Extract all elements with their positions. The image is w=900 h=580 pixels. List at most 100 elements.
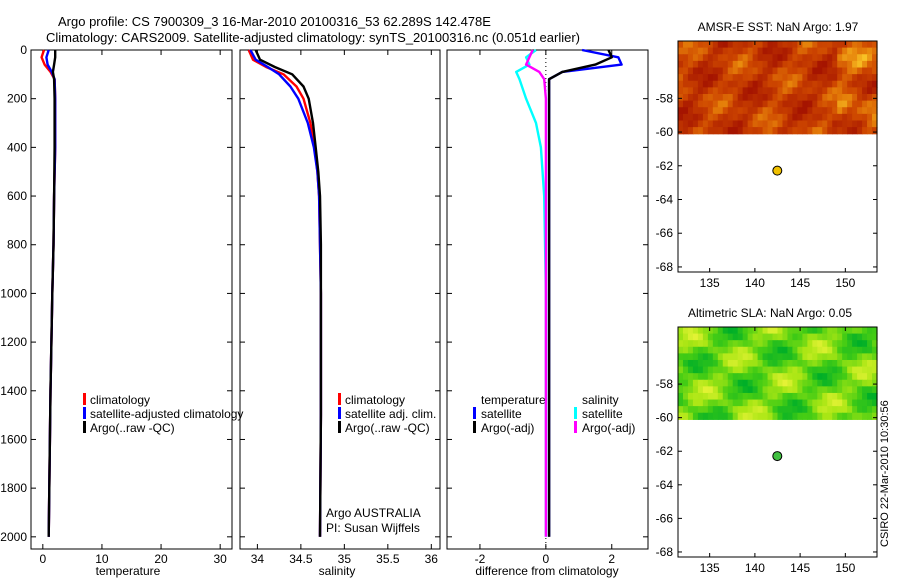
field-cell [847,60,853,69]
field-cell [797,340,803,348]
field-cell [742,359,749,368]
field-cell [737,333,744,341]
field-cell [847,74,853,82]
argo-float-marker [772,165,783,176]
field-cell [782,54,789,62]
field-cell [812,54,818,62]
field-cell [752,366,759,374]
field-cell [857,353,863,361]
field-cell [697,346,704,354]
field-cell [792,107,798,115]
field-cell [762,327,769,335]
field-cell [767,346,774,354]
field-cell [722,87,729,95]
field-cell [757,127,764,135]
field-cell [862,366,868,374]
field-cell [792,74,798,82]
y-tick-label: -60 [656,411,674,425]
field-cell [822,399,828,407]
field-cell [712,127,719,135]
field-cell [862,412,868,420]
field-cell [707,93,714,102]
field-cell [847,87,853,95]
field-cell [827,120,833,128]
field-cell [787,366,794,374]
field-cell [802,333,808,341]
field-cell [782,399,789,407]
field-cell [742,74,749,82]
field-cell [862,113,868,122]
field-cell [787,100,794,108]
field-cell [692,87,699,95]
field-cell [687,346,694,354]
field-cell [792,366,798,374]
field-cell [702,93,709,102]
field-cell [817,87,823,95]
field-cell [862,67,868,75]
field-cell [712,366,719,374]
field-cell [847,107,853,115]
field-cell [802,386,808,394]
field-cell [817,93,823,102]
field-cell [697,74,704,82]
field-cell [717,120,724,128]
field-cell [757,120,764,128]
field-cell [777,74,784,82]
field-cell [687,67,694,75]
field-cell [777,107,784,115]
field-cell [692,80,699,88]
field-cell [678,41,684,49]
field-cell [807,399,813,407]
field-cell [862,346,868,354]
field-cell [692,100,699,108]
field-cell [862,399,868,407]
field-cell [727,54,734,62]
field-cell [707,54,714,62]
field-cell [707,406,714,414]
field-cell [842,373,848,381]
field-cell [847,353,853,361]
field-cell [802,399,808,407]
field-cell [678,379,684,387]
field-cell [787,47,794,55]
series-line-argo-raw-qc- [254,49,323,537]
field-cell [807,366,813,374]
field-cell [822,379,828,387]
field-cell [697,373,704,381]
field-cell [837,74,843,82]
field-cell [697,392,704,401]
field-cell [717,333,724,341]
field-cell [852,346,858,354]
legend-swatch-argo [83,421,86,433]
field-cell [737,392,744,401]
field-cell [707,67,714,75]
field-cell [767,54,774,62]
field-cell [862,80,868,88]
legend-swatch-satellite [83,407,86,419]
field-cell [702,100,709,108]
field-cell [792,60,798,69]
field-cell [682,41,689,49]
field-cell [767,412,774,420]
field-cell [692,47,699,55]
field-cell [792,333,798,341]
field-cell [727,327,734,335]
field-cell [772,386,779,394]
field-cell [782,327,789,335]
field-cell [852,366,858,374]
field-cell [687,47,694,55]
field-cell [772,67,779,75]
field-cell [732,412,739,420]
x-tick-label: 150 [835,276,855,290]
field-cell [867,340,873,348]
field-cell [802,406,808,414]
field-cell [762,406,769,414]
field-cell [732,100,739,108]
field-cell [857,47,863,55]
field-cell [742,67,749,75]
field-cell [812,333,818,341]
field-cell [862,47,868,55]
field-cell [702,340,709,348]
field-cell [862,60,868,69]
field-cell [737,100,744,108]
